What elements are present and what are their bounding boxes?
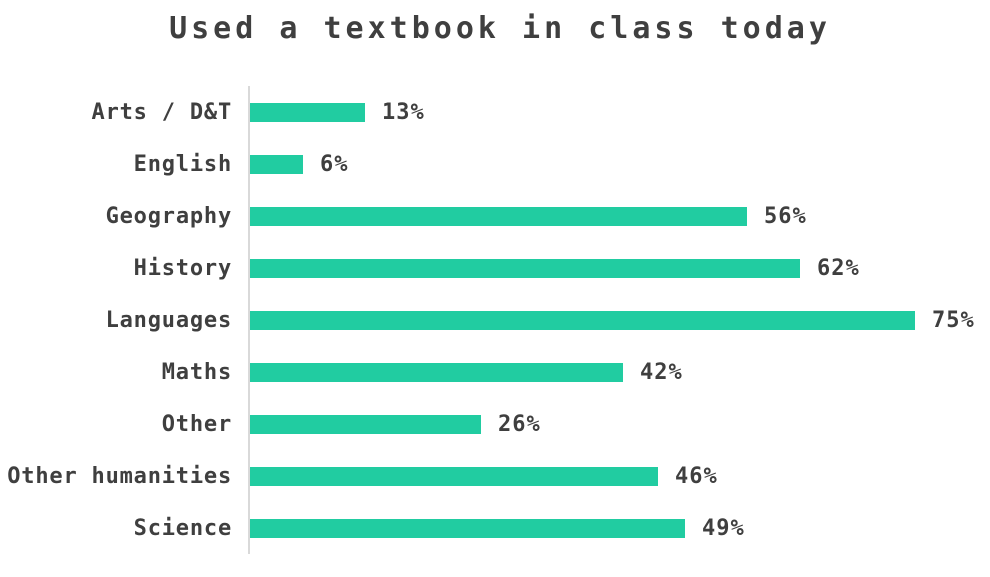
category-label: English (133, 151, 232, 177)
category-label: Languages (105, 307, 232, 333)
chart-row: Languages 75% (0, 294, 990, 346)
bar (250, 310, 915, 330)
chart-row: Science 49% (0, 502, 990, 554)
chart-row: Arts / D&T 13% (0, 86, 990, 138)
chart-title: Used a textbook in class today (169, 11, 831, 46)
value-label: 62% (817, 255, 860, 281)
value-label: 56% (764, 203, 807, 229)
category-label: Geography (105, 203, 232, 229)
bar (250, 206, 747, 226)
bar (250, 102, 365, 122)
category-label: History (133, 255, 232, 281)
bar (250, 258, 800, 278)
value-label: 42% (640, 359, 683, 385)
plot-area: Arts / D&T 13% English 6% Geography 56% Histor… (0, 86, 990, 554)
category-label: Other humanities (7, 463, 232, 489)
bar (250, 414, 481, 434)
chart-row: Other 26% (0, 398, 990, 450)
bar-track: 42% (248, 346, 990, 398)
value-label: 13% (382, 99, 425, 125)
bar-track: 26% (248, 398, 990, 450)
value-label: 75% (932, 307, 975, 333)
category-label: Maths (161, 359, 232, 385)
bar-track: 46% (248, 450, 990, 502)
category-label: Arts / D&T (91, 99, 232, 125)
value-label: 6% (320, 151, 349, 177)
bar (250, 154, 303, 174)
chart-row: Geography 56% (0, 190, 990, 242)
chart-row: Maths 42% (0, 346, 990, 398)
bar-track: 49% (248, 502, 990, 554)
category-label: Other (161, 411, 232, 437)
chart-row: English 6% (0, 138, 990, 190)
bar-track: 62% (248, 242, 990, 294)
value-label: 49% (702, 515, 745, 541)
value-label: 26% (498, 411, 541, 437)
bar (250, 466, 658, 486)
bar (250, 518, 685, 538)
value-label: 46% (675, 463, 718, 489)
category-label: Science (133, 515, 232, 541)
bar (250, 362, 623, 382)
bar-track: 75% (248, 294, 990, 346)
bar-track: 56% (248, 190, 990, 242)
chart-row: History 62% (0, 242, 990, 294)
bar-track: 6% (248, 138, 990, 190)
chart-row: Other humanities 46% (0, 450, 990, 502)
bar-track: 13% (248, 86, 990, 138)
